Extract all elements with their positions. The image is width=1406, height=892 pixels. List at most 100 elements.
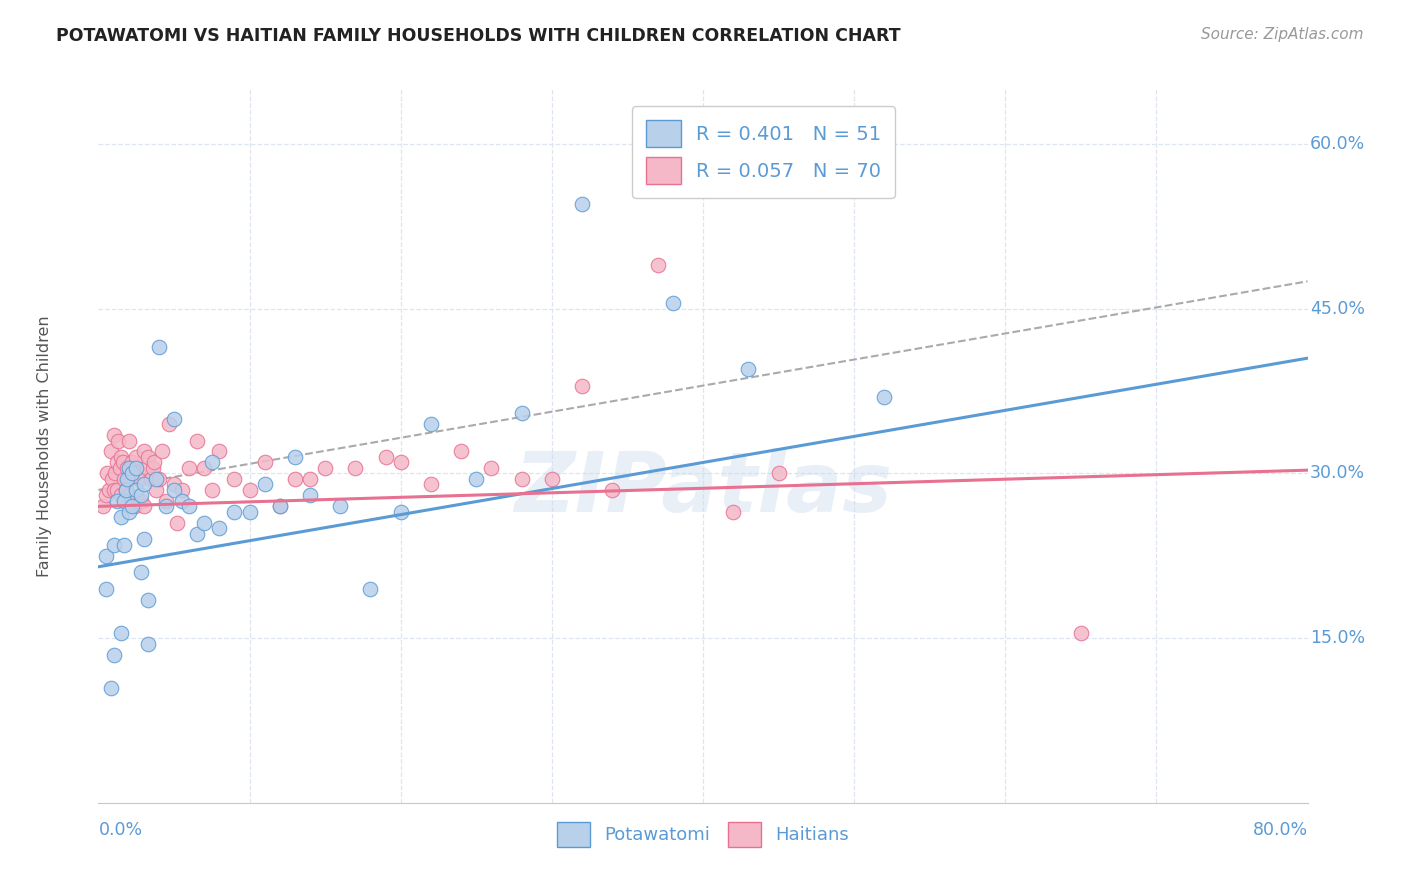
Point	[768, 467, 790, 481]
Point	[193, 461, 215, 475]
Point	[108, 461, 131, 475]
Text: 0.0%: 0.0%	[98, 821, 142, 838]
Point	[115, 461, 138, 475]
Point	[148, 340, 170, 354]
Point	[94, 488, 117, 502]
Point	[419, 417, 441, 431]
Text: 15.0%: 15.0%	[1310, 629, 1365, 647]
Point	[186, 526, 208, 541]
Point	[374, 450, 396, 464]
Point	[1070, 625, 1092, 640]
Point	[103, 428, 125, 442]
Point	[239, 483, 262, 497]
Point	[186, 434, 208, 448]
Point	[124, 500, 146, 514]
Point	[571, 378, 593, 392]
Point	[284, 472, 307, 486]
Point	[143, 455, 166, 469]
Point	[163, 411, 186, 425]
Point	[571, 197, 593, 211]
Point	[121, 500, 143, 514]
Point	[224, 472, 246, 486]
Point	[177, 500, 201, 514]
Point	[201, 483, 224, 497]
Point	[159, 417, 181, 431]
Point	[224, 505, 246, 519]
Point	[465, 472, 488, 486]
Point	[103, 538, 125, 552]
Point	[118, 505, 141, 519]
Point	[129, 488, 152, 502]
Point	[269, 500, 291, 514]
Point	[329, 500, 352, 514]
Point	[873, 390, 896, 404]
Text: ZIPatlas: ZIPatlas	[515, 449, 891, 529]
Point	[419, 477, 441, 491]
Point	[112, 538, 135, 552]
Point	[94, 549, 117, 563]
Point	[208, 521, 231, 535]
Point	[132, 500, 155, 514]
Point	[136, 637, 159, 651]
Point	[193, 516, 215, 530]
Point	[105, 483, 128, 497]
Point	[128, 472, 150, 486]
Point	[98, 483, 121, 497]
Point	[115, 472, 138, 486]
Point	[110, 510, 132, 524]
Point	[314, 461, 336, 475]
Point	[389, 455, 412, 469]
Point	[142, 461, 165, 475]
Point	[150, 444, 173, 458]
Text: 80.0%: 80.0%	[1253, 821, 1308, 838]
Point	[145, 472, 167, 486]
Point	[647, 258, 669, 272]
Point	[602, 483, 624, 497]
Point	[145, 483, 167, 497]
Point	[104, 467, 127, 481]
Point	[125, 483, 148, 497]
Point	[360, 582, 382, 596]
Point	[122, 461, 145, 475]
Point	[389, 505, 412, 519]
Point	[208, 444, 231, 458]
Point	[101, 472, 124, 486]
Point	[155, 494, 177, 508]
Point	[96, 467, 118, 481]
Point	[105, 494, 128, 508]
Point	[107, 434, 129, 448]
Point	[110, 625, 132, 640]
Point	[112, 494, 135, 508]
Text: 30.0%: 30.0%	[1310, 465, 1365, 483]
Point	[166, 516, 188, 530]
Point	[269, 500, 291, 514]
Point	[661, 296, 683, 310]
Point	[121, 455, 143, 469]
Text: POTAWATOMI VS HAITIAN FAMILY HOUSEHOLDS WITH CHILDREN CORRELATION CHART: POTAWATOMI VS HAITIAN FAMILY HOUSEHOLDS …	[56, 27, 901, 45]
Point	[125, 450, 148, 464]
Point	[510, 472, 533, 486]
Point	[540, 472, 562, 486]
Point	[177, 461, 201, 475]
Point	[118, 461, 141, 475]
Point	[129, 566, 152, 580]
Point	[114, 483, 136, 497]
Point	[510, 406, 533, 420]
Point	[110, 450, 132, 464]
Point	[481, 461, 503, 475]
Point	[284, 450, 307, 464]
Point	[120, 472, 142, 486]
Point	[132, 444, 155, 458]
Point	[118, 488, 141, 502]
Point	[737, 362, 759, 376]
Point	[112, 472, 135, 486]
Text: Family Households with Children: Family Households with Children	[37, 315, 52, 577]
Point	[253, 477, 276, 491]
Point	[111, 455, 134, 469]
Point	[170, 483, 193, 497]
Point	[135, 461, 157, 475]
Point	[299, 472, 322, 486]
Text: 45.0%: 45.0%	[1310, 300, 1365, 318]
Legend: Potawatomi, Haitians: Potawatomi, Haitians	[550, 814, 856, 855]
Point	[299, 488, 322, 502]
